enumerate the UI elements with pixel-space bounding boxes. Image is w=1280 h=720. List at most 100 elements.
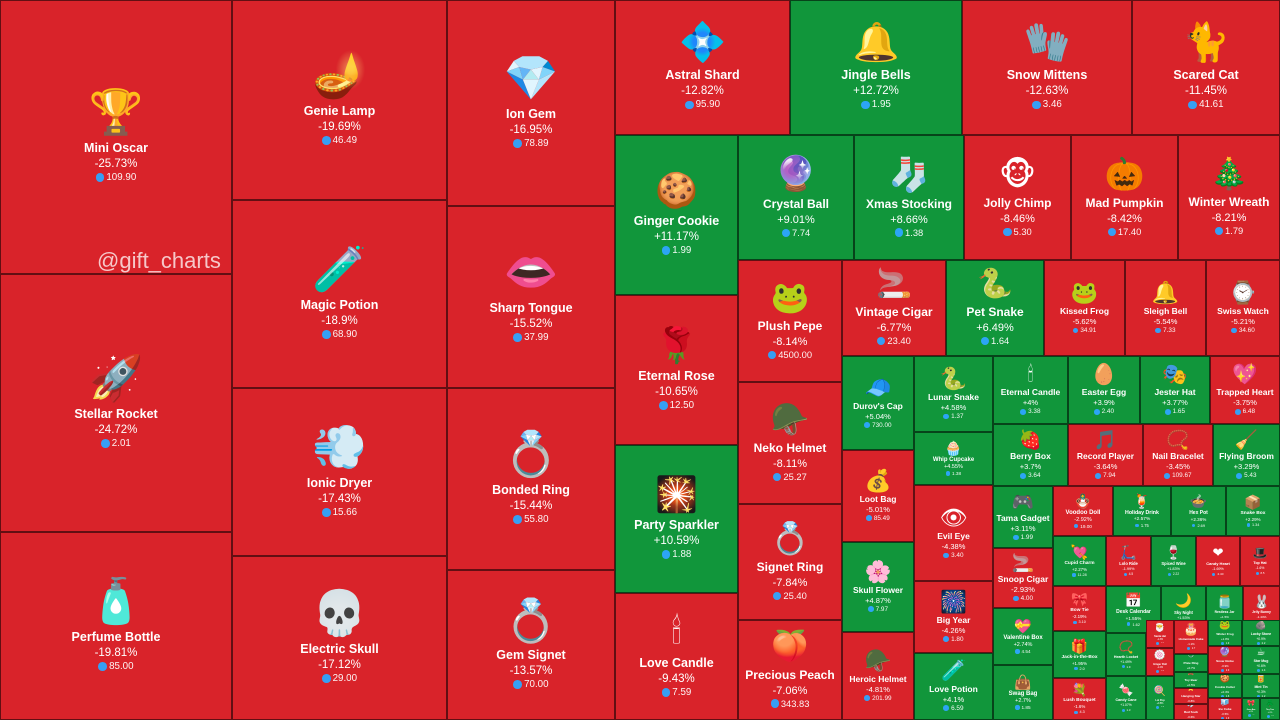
tile-pet-snake[interactable]: 🐍 Pet Snake +6.49% 1.64 — [946, 260, 1044, 356]
tile-eternal-candle[interactable]: 🕯 Eternal Candle +4% 3.38 — [993, 356, 1068, 424]
tile-cookie-cutter[interactable]: 🍪 Cookie Cutter +0.4% 1.6 — [1208, 674, 1242, 698]
tile-ice-cube[interactable]: 🧊 Ice Cube -0.5% 1.9 — [1208, 698, 1242, 720]
tile-easter-egg[interactable]: 🥚 Easter Egg +3.9% 2.40 — [1068, 356, 1140, 424]
love-potion-icon: 🧪 — [940, 660, 967, 683]
tile-ionic-dryer[interactable]: 💨 Ionic Dryer -17.43% 15.66 — [232, 388, 447, 556]
tile-desk-calendar[interactable]: 📅 Desk Calendar +1.55% 1.62 — [1106, 586, 1161, 633]
tile-hearth-locket[interactable]: 📿 Hearth Locket +1.49% 1.9 — [1106, 633, 1146, 676]
floor-price: 1.65 — [1164, 408, 1185, 415]
tile-lol-pop[interactable]: 🍭 Lol Pop +0.8% 1.3 — [1146, 676, 1174, 720]
tile-voodoo-doll[interactable]: 🪆 Voodoo Doll -2.92% 19.00 — [1053, 486, 1113, 536]
tile-neko-helmet[interactable]: 🪖 Neko Helmet -8.11% 25.27 — [738, 382, 842, 504]
tile-ginger-roll[interactable]: 🍥 Ginger Roll -1.2% 1.5 — [1146, 648, 1174, 676]
tile-astral-shard[interactable]: 💠 Astral Shard -12.82% 95.90 — [615, 0, 790, 135]
tile-crystal-ball[interactable]: 🔮 Crystal Ball +9.01% 7.74 — [738, 135, 854, 260]
tile-ion-gem[interactable]: 💎 Ion Gem -16.95% 78.89 — [447, 0, 615, 206]
price-change: -15.52% — [509, 318, 553, 330]
tile-kissed-frog[interactable]: 🐸 Kissed Frog -5.62% 34.91 — [1044, 260, 1125, 356]
tile-mad-pumpkin[interactable]: 🎃 Mad Pumpkin -8.42% 17.40 — [1071, 135, 1178, 260]
tile-toy-bear[interactable]: 🧸Toy Bear+0.5%2.6 — [1174, 672, 1208, 688]
tile-lucky-stone[interactable]: 🪨 Lucky Stone +0.9% 2.2 — [1242, 620, 1280, 646]
tile-evil-eye[interactable]: 👁 Evil Eye -4.38% 3.40 — [914, 485, 993, 581]
tile-star-mug[interactable]: ☕ Star Mug +0.6% 1.4 — [1242, 646, 1280, 674]
tile-jack-in-the-box[interactable]: 🎁 Jack-in-the-Box +1.95% 2.0 — [1053, 631, 1106, 678]
tile-snoop-cigar[interactable]: 🚬 Snoop Cigar -2.93% 4.00 — [993, 548, 1053, 608]
tile-jester-hat[interactable]: 🎭 Jester Hat +3.77% 1.65 — [1140, 356, 1210, 424]
crystal-ball-icon: 🔮 — [774, 155, 818, 193]
price-value: 4.54 — [1021, 649, 1031, 654]
tile-sharp-tongue[interactable]: 👄 Sharp Tongue -15.52% 37.99 — [447, 206, 615, 388]
tile-heroic-helmet[interactable]: 🪖 Heroic Helmet -4.81% 201.99 — [842, 632, 914, 720]
tile-record-player[interactable]: 🎵 Record Player -3.64% 7.94 — [1068, 424, 1143, 486]
tile-magic-potion[interactable]: 🧪 Magic Potion -18.9% 68.90 — [232, 200, 447, 388]
tile-pixie-ring[interactable]: 💍Pixie Ring+0.7%1.1 — [1174, 654, 1208, 672]
tile-electric-skull[interactable]: 💀 Electric Skull -17.12% 29.00 — [232, 556, 447, 720]
tile-spiced-wine[interactable]: 🍷 Spiced Wine +1.83% 2.22 — [1151, 536, 1196, 586]
floor-price: 46.49 — [321, 135, 357, 146]
tile-tiny-tree[interactable]: 🌲 Tiny Tree +0.2% 1.4 — [1260, 698, 1280, 720]
tile-love-candle[interactable]: 🕯 Love Candle -9.43% 7.59 — [615, 593, 738, 720]
tile-precious-peach[interactable]: 🍑 Precious Peach -7.06% 343.83 — [738, 620, 842, 720]
tile-trapped-heart[interactable]: 💖 Trapped Heart -3.75% 6.48 — [1210, 356, 1280, 424]
tile-cupid-charm[interactable]: 💘 Cupid Charm +2.27% 11.28 — [1053, 536, 1106, 586]
tile-gem-signet[interactable]: 💍 Gem Signet -13.57% 70.00 — [447, 570, 615, 720]
tile-red-sock[interactable]: 🧦Red Sock-0.6%1.5 — [1174, 704, 1208, 720]
tile-homemade-cake[interactable]: 🎂 Homemade Cake -1.1% 2.7 — [1174, 620, 1208, 654]
tile-lolo-ride[interactable]: 🛴 Lolo Ride -1.99% 4.5 — [1106, 536, 1151, 586]
tile-plush-pepe[interactable]: 🐸 Plush Pepe -8.14% 4500.00 — [738, 260, 842, 382]
tile-mini-oscar[interactable]: 🏆 Mini Oscar -25.73% 109.90 — [0, 0, 232, 274]
tile-lush-bouquet[interactable]: 💐 Lush Bouquet -1.6% 4.3 — [1053, 678, 1106, 720]
broom-icon: 🧹 — [1234, 428, 1259, 450]
tile-skull-flower[interactable]: 🌸 Skull Flower +4.87% 7.97 — [842, 542, 914, 632]
floor-price: 4.54 — [1015, 649, 1031, 654]
tile-green-bow[interactable]: 🎀 Green Bow +0.2% 1.1 — [1242, 698, 1260, 720]
tile-stellar-rocket[interactable]: 🚀 Stellar Rocket -24.72% 2.01 — [0, 274, 232, 532]
tile-lunar-snake[interactable]: 🐍 Lunar Snake +4.58% 1.37 — [914, 356, 993, 432]
tile-candy-heart[interactable]: ❤ Candy Heart -1.69% 2.40 — [1196, 536, 1240, 586]
tile-sleigh-bell[interactable]: 🔔 Sleigh Bell -5.54% 7.33 — [1125, 260, 1206, 356]
tile-durov-s-cap[interactable]: 🧢 Durov's Cap +5.04% 730.00 — [842, 356, 914, 450]
tile-candy-cane[interactable]: 🍬 Candy Cane +1.07% 1.3 — [1106, 676, 1146, 720]
tile-genie-lamp[interactable]: 🪔 Genie Lamp -19.69% 46.49 — [232, 0, 447, 200]
tile-winter-frog[interactable]: 🐸 Winter Frog +1.0% 1.9 — [1208, 620, 1242, 646]
tile-jingle-bells[interactable]: 🔔 Jingle Bells +12.72% 1.95 — [790, 0, 962, 135]
tile-flying-broom[interactable]: 🧹 Flying Broom +3.29% 5.43 — [1213, 424, 1280, 486]
tile-vintage-cigar[interactable]: 🚬 Vintage Cigar -6.77% 23.40 — [842, 260, 946, 356]
tile-perfume-bottle[interactable]: 🧴 Perfume Bottle -19.81% 85.00 — [0, 532, 232, 720]
tile-ginger-cookie[interactable]: 🍪 Ginger Cookie +11.17% 1.99 — [615, 135, 738, 295]
tile-signet-ring[interactable]: 💍 Signet Ring -7.84% 25.40 — [738, 504, 842, 620]
tile-valentine-box[interactable]: 💝 Valentine Box +2.74% 4.54 — [993, 608, 1053, 665]
tile-holiday-drink[interactable]: 🍹 Holiday Drink +2.57% 1.75 — [1113, 486, 1171, 536]
price-value: 1.79 — [1225, 226, 1244, 237]
gift-name: Ionic Dryer — [306, 476, 373, 490]
tile-snow-mittens[interactable]: 🧤 Snow Mittens -12.63% 3.46 — [962, 0, 1132, 135]
tile-love-potion[interactable]: 🧪 Love Potion +4.1% 6.59 — [914, 653, 993, 720]
tile-santa-hat[interactable]: 🎅 Santa Hat -1.3% 2.1 — [1146, 620, 1174, 648]
tile-scared-cat[interactable]: 🐈 Scared Cat -11.45% 41.61 — [1132, 0, 1280, 135]
tile-winter-wreath[interactable]: 🎄 Winter Wreath -8.21% 1.79 — [1178, 135, 1280, 260]
tile-swag-bag[interactable]: 👜 Swag Bag +2.7% 1.85 — [993, 665, 1053, 720]
tile-hex-pot[interactable]: 🍲 Hex Pot +2.36% 2.69 — [1171, 486, 1226, 536]
tile-eternal-rose[interactable]: 🌹 Eternal Rose -10.65% 12.50 — [615, 295, 738, 445]
ton-diamond-icon — [101, 439, 110, 448]
tile-mint-tin[interactable]: 🥫 Mint Tin +0.3% 1.2 — [1242, 674, 1280, 698]
tile-snake-box[interactable]: 📦 Snake Box +2.29% 1.34 — [1226, 486, 1280, 536]
tile-big-year[interactable]: 🎆 Big Year -4.26% 1.80 — [914, 581, 993, 653]
tile-bow-tie[interactable]: 🎀 Bow Tie -2.19% 3.10 — [1053, 586, 1106, 631]
tile-loot-bag[interactable]: 💰 Loot Bag -5.01% 85.49 — [842, 450, 914, 542]
tile-swiss-watch[interactable]: ⌚ Swiss Watch -5.21% 34.60 — [1206, 260, 1280, 356]
tile-berry-box[interactable]: 🍓 Berry Box +3.7% 3.64 — [993, 424, 1068, 486]
tile-top-hat[interactable]: 🎩 Top Hat -1.6% 8.5 — [1240, 536, 1280, 586]
price-value: 17.40 — [1117, 227, 1142, 238]
tile-jolly-chimp[interactable]: 🐵 Jolly Chimp -8.46% 5.30 — [964, 135, 1071, 260]
price-change: -16.95% — [509, 124, 553, 136]
tile-xmas-stocking[interactable]: 🧦 Xmas Stocking +8.66% 1.38 — [854, 135, 964, 260]
tile-hanging-star[interactable]: ⭐Hanging Star-0.8%3.2 — [1174, 688, 1208, 704]
tile-tama-gadget[interactable]: 🎮 Tama Gadget +3.11% 1.99 — [993, 486, 1053, 548]
tile-snow-globe[interactable]: 🔮 Snow Globe -0.9% 2.9 — [1208, 646, 1242, 674]
tile-whip-cupcake[interactable]: 🧁 Whip Cupcake +4.55% 1.38 — [914, 432, 993, 485]
tile-bonded-ring[interactable]: 💍 Bonded Ring -15.44% 55.80 — [447, 388, 615, 570]
tile-nail-bracelet[interactable]: 📿 Nail Bracelet -3.45% 109.67 — [1143, 424, 1213, 486]
tile-party-sparkler[interactable]: 🎇 Party Sparkler +10.59% 1.88 — [615, 445, 738, 593]
ton-diamond-icon — [773, 472, 782, 482]
